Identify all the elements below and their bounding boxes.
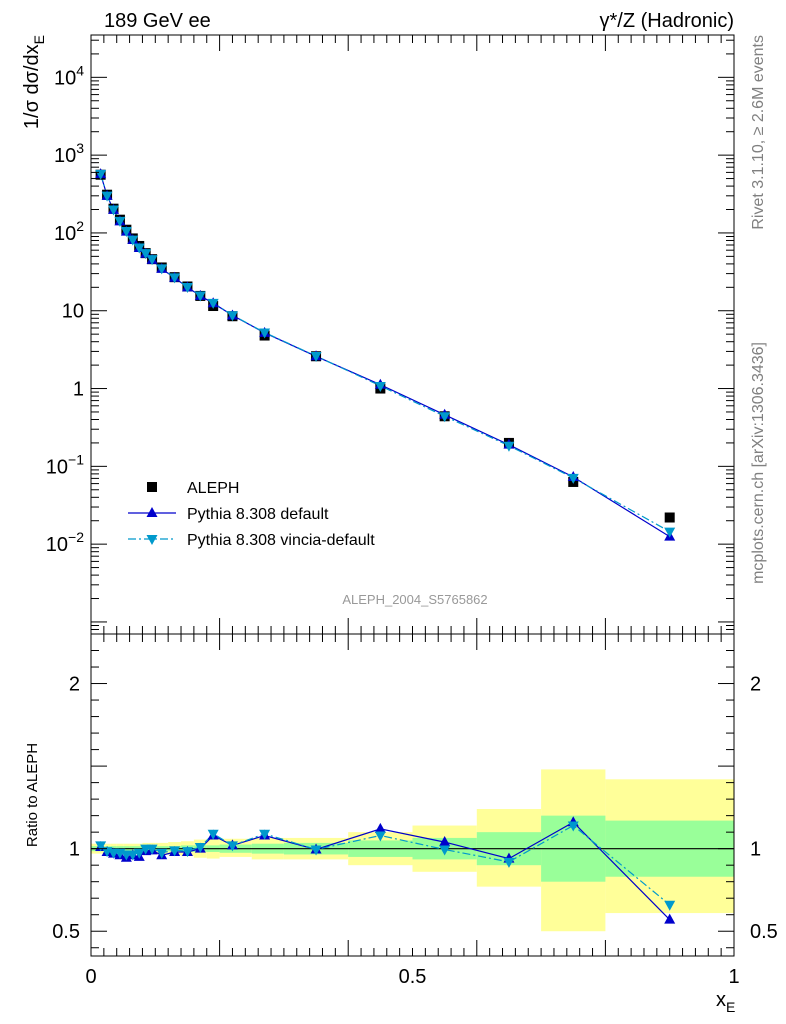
data-point-pythia-8-308-vincia-default	[108, 205, 120, 216]
data-point-pythia-8-308-vincia-default	[194, 291, 206, 302]
data-point-pythia-8-308-vincia-default	[310, 351, 322, 362]
data-point-pythia-8-308-vincia-default	[567, 473, 579, 484]
data-point-pythia-8-308-vincia-default	[181, 282, 193, 293]
ratio-point-pythia-8-308-vincia-default	[133, 848, 145, 859]
ratio-point-pythia-8-308-vincia-default	[503, 857, 515, 868]
analysis-watermark: ALEPH_2004_S5765862	[342, 592, 487, 607]
header-right-label: γ*/Z (Hadronic)	[600, 10, 734, 32]
legend-label-pythia-8-308-vincia-default: Pythia 8.308 vincia-default	[187, 532, 375, 549]
data-point-pythia-8-308-vincia-default	[114, 216, 126, 227]
data-point-pythia-8-308-vincia-default	[101, 191, 113, 202]
ratio-y-tick-label: 2	[69, 674, 80, 696]
ratio-y-tick-label: 1	[69, 839, 80, 861]
ratio-point-pythia-8-308-vincia-default	[567, 821, 579, 832]
ratio-y-tick-label-right: 2	[750, 674, 761, 696]
ratio-plot-y-ticks: 0.5 0.5 1 1 2 2	[52, 650, 778, 949]
ratio-point-pythia-8-308-vincia-default	[127, 850, 139, 861]
x-tick-label: 0	[85, 966, 96, 988]
y-tick-label: 1	[73, 379, 84, 401]
data-point-aleph	[664, 512, 675, 523]
ratio-point-pythia-8-308-vincia-default	[259, 829, 271, 840]
x-axis-label-text: xE	[716, 989, 735, 1015]
x-tick-label: 1	[728, 966, 739, 988]
legend-marker-pythia-8-308-vincia-default	[146, 535, 158, 545]
data-point-pythia-8-308-vincia-default	[156, 264, 168, 275]
x-tick-label: 0.5	[399, 966, 427, 988]
legend-marker-aleph	[147, 482, 157, 492]
data-point-pythia-8-308-vincia-default	[374, 381, 386, 392]
y-tick-label: 10	[62, 301, 84, 323]
ratio-point-pythia-8-308-default	[439, 836, 451, 847]
legend-marker-pythia-8-308-default	[146, 507, 158, 517]
data-point-pythia-8-308-vincia-default	[140, 249, 152, 260]
y-tick-label: 10−2	[46, 529, 84, 556]
ratio-point-pythia-8-308-vincia-default	[169, 846, 181, 857]
rivet-label: Rivet 3.1.10, ≥ 2.6M events	[750, 35, 767, 230]
ratio-point-pythia-8-308-vincia-default	[95, 841, 107, 852]
ratio-x-axis-label: xE	[716, 989, 735, 1015]
series-line-pythia-8-308-vincia-default	[100, 173, 670, 533]
ratio-point-pythia-8-308-vincia-default	[439, 845, 451, 856]
data-point-pythia-8-308-vincia-default	[259, 328, 271, 339]
main-plot-y-ticks: 10−2 10−1 1 10 102 103 104	[46, 39, 734, 635]
ratio-point-pythia-8-308-default	[664, 913, 676, 924]
y-tick-label: 103	[54, 140, 84, 167]
ratio-point-pythia-8-308-vincia-default	[207, 829, 219, 840]
ratio-plot-x-ticks: 0 0.5 1	[85, 634, 740, 988]
y-tick-label: 10−1	[46, 451, 84, 478]
ratio-plot-marks	[95, 816, 676, 924]
ratio-point-pythia-8-308-vincia-default	[374, 831, 386, 842]
legend-label-aleph: ALEPH	[187, 480, 239, 497]
data-point-pythia-8-308-vincia-default	[146, 255, 158, 266]
data-point-pythia-8-308-vincia-default	[226, 311, 238, 322]
legend: ALEPH Pythia 8.308 default Pythia 8.308 vi…	[128, 480, 375, 549]
y-tick-label: 102	[54, 218, 84, 245]
data-point-pythia-8-308-vincia-default	[664, 527, 676, 538]
mcplots-label: mcplots.cern.ch [arXiv:1306.3436]	[750, 342, 767, 584]
main-plot-panel: 10−2 10−1 1 10 102 103 104 ALEPH_2004_S5765862…	[21, 34, 735, 635]
data-point-pythia-8-308-vincia-default	[127, 235, 139, 246]
ratio-y-axis-label: Ratio to ALEPH	[24, 743, 41, 847]
data-point-pythia-8-308-vincia-default	[120, 226, 132, 237]
data-point-pythia-8-308-vincia-default	[503, 441, 515, 452]
ratio-point-pythia-8-308-default	[374, 822, 386, 833]
ratio-point-pythia-8-308-vincia-default	[226, 841, 238, 852]
series-line-pythia-8-308-default	[100, 173, 671, 538]
main-plot-marks	[95, 168, 676, 541]
ratio-y-tick-label-right: 0.5	[750, 921, 778, 943]
ratio-point-pythia-8-308-vincia-default	[664, 900, 676, 911]
ratio-line-pythia-8-308-vincia-default	[100, 824, 671, 906]
main-plot-y-axis-label: 1/σ dσ/dxE	[21, 35, 47, 129]
ratio-plot-panel: 0.5 0.51 12 2 0 0.5 1 Ratio to ALEPH xE	[24, 633, 778, 1015]
header-left-label: 189 GeV ee	[104, 10, 211, 32]
y-axis-label-text: 1/σ dσ/dxE	[21, 35, 47, 129]
ratio-uncertainty-bands	[91, 769, 734, 932]
legend-label-pythia-8-308-default: Pythia 8.308 default	[187, 506, 329, 523]
data-point-pythia-8-308-vincia-default	[169, 273, 181, 284]
data-point-pythia-8-308-vincia-default	[439, 412, 451, 423]
y-tick-label: 104	[54, 62, 84, 89]
ratio-y-tick-label-right: 1	[750, 839, 761, 861]
ratio-point-pythia-8-308-vincia-default	[156, 848, 168, 859]
ratio-point-pythia-8-308-vincia-default	[310, 845, 322, 856]
data-point-pythia-8-308-vincia-default	[207, 298, 219, 309]
ratio-point-pythia-8-308-vincia-default	[146, 844, 158, 855]
ratio-point-pythia-8-308-vincia-default	[194, 843, 206, 854]
ratio-y-tick-label: 0.5	[52, 921, 80, 943]
ratio-point-pythia-8-308-vincia-default	[181, 847, 193, 858]
main-plot-x-ticks	[90, 35, 735, 634]
data-point-pythia-8-308-vincia-default	[133, 243, 145, 254]
